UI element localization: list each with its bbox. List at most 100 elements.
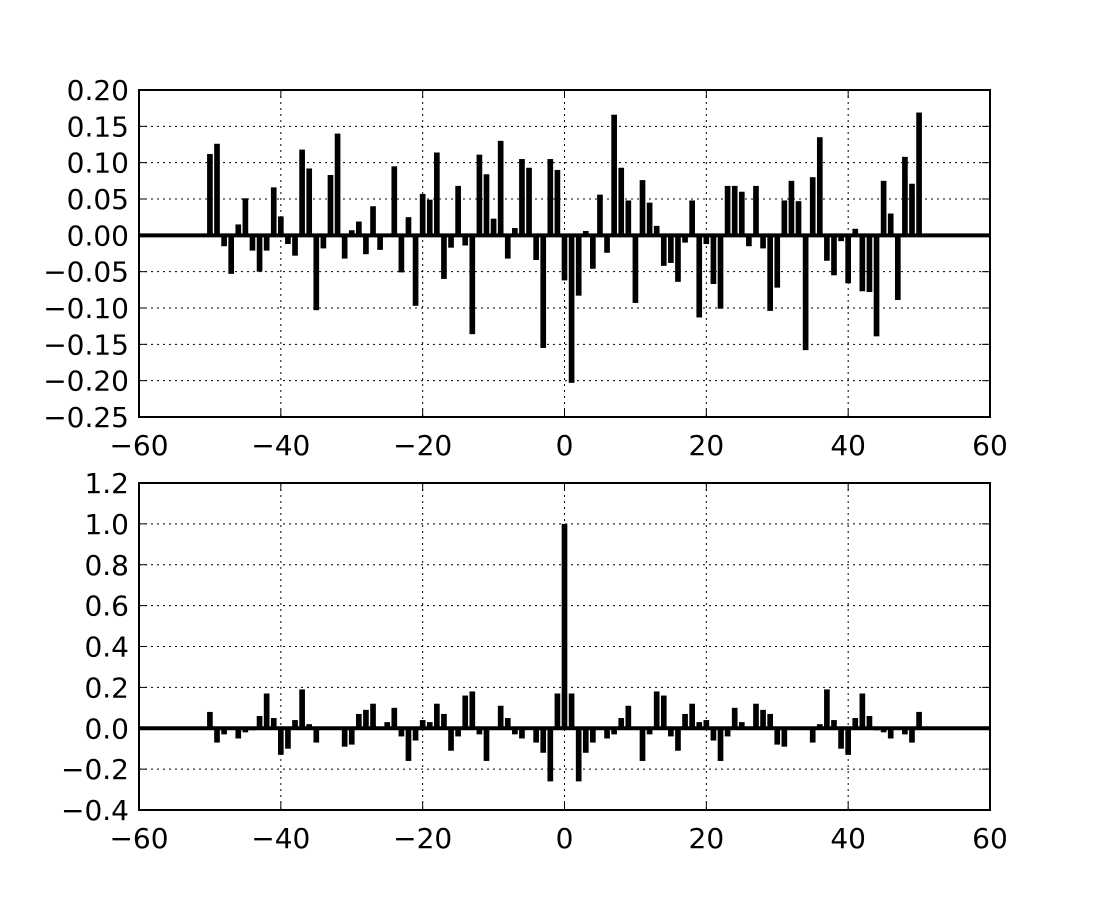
- bar: [441, 713, 447, 729]
- bar: [221, 728, 227, 735]
- x-tick-label: −20: [393, 822, 452, 855]
- bar: [731, 707, 738, 729]
- y-tick-label: −0.15: [43, 328, 129, 361]
- bar: [419, 720, 426, 729]
- bar: [341, 235, 348, 259]
- bar: [838, 728, 844, 749]
- bar: [292, 720, 298, 729]
- bar: [682, 235, 688, 243]
- y-tick-label: −0.20: [43, 365, 129, 398]
- y-tick-label: 1.2: [84, 467, 129, 500]
- bar: [519, 159, 525, 236]
- bar: [348, 728, 355, 745]
- x-tick-label: −40: [251, 429, 310, 462]
- bar: [327, 175, 334, 236]
- bar: [646, 202, 653, 236]
- bar: [568, 693, 575, 729]
- bar: [582, 728, 589, 753]
- y-tick-label: 0.20: [67, 74, 129, 107]
- bar: [590, 235, 596, 269]
- top-bar-chart: −60 −40 −20 0 20 40 60 −0.25−0.20 −0.15−0.10−0.0…: [43, 74, 1008, 462]
- bar: [235, 224, 242, 236]
- bar: [356, 713, 362, 729]
- bar: [838, 235, 844, 242]
- bar: [809, 728, 816, 743]
- bar: [292, 235, 298, 256]
- bar: [816, 724, 823, 729]
- bar: [469, 691, 476, 729]
- bar: [831, 720, 837, 729]
- bar: [639, 728, 646, 761]
- x-tick-label: −60: [109, 822, 168, 855]
- bar: [214, 728, 220, 743]
- bar: [774, 235, 781, 288]
- bar: [646, 728, 653, 735]
- bar: [299, 689, 305, 729]
- x-tick-label: 40: [830, 822, 866, 855]
- bar: [582, 230, 589, 236]
- bar: [660, 695, 667, 729]
- y-tick-label: 0.8: [84, 549, 129, 582]
- bar: [561, 235, 568, 281]
- bar: [916, 711, 922, 729]
- bar: [668, 728, 674, 737]
- bar: [306, 168, 313, 236]
- bar: [462, 235, 469, 246]
- bar: [391, 707, 398, 729]
- bar: [497, 705, 504, 729]
- y-tick-label: 0.2: [84, 671, 129, 704]
- bar: [483, 174, 490, 236]
- y-tick-label: 0.05: [67, 183, 129, 216]
- bar: [235, 728, 242, 739]
- bar: [660, 235, 667, 266]
- bar: [575, 728, 582, 782]
- bar: [533, 728, 539, 743]
- bar: [809, 177, 816, 236]
- bar: [590, 728, 596, 743]
- bar: [207, 153, 213, 236]
- bar: [540, 728, 547, 753]
- bar: [263, 693, 270, 729]
- bar: [632, 235, 639, 303]
- bar: [405, 217, 412, 236]
- y-tick-label: 0.0: [84, 712, 129, 745]
- bar: [419, 193, 426, 236]
- bar: [717, 728, 724, 761]
- bar: [675, 235, 681, 282]
- bar: [256, 235, 263, 272]
- bar: [285, 728, 291, 749]
- bar: [774, 728, 781, 745]
- bar: [504, 235, 511, 259]
- bar: [441, 235, 447, 279]
- bar: [313, 235, 320, 311]
- bar: [703, 235, 710, 245]
- x-tick-label: −20: [393, 429, 452, 462]
- bar: [398, 728, 405, 737]
- bar: [746, 235, 752, 247]
- bar: [434, 703, 440, 729]
- bar: [689, 200, 695, 236]
- bar: [852, 718, 859, 729]
- bar: [880, 180, 887, 236]
- bar: [370, 703, 376, 729]
- bar: [448, 728, 454, 751]
- bar: [391, 166, 398, 236]
- x-tick-label: −40: [251, 822, 310, 855]
- bar: [370, 206, 376, 236]
- bar: [689, 703, 695, 729]
- x-tick-label: 0: [556, 822, 574, 855]
- bar: [412, 235, 419, 306]
- bar: [696, 722, 703, 729]
- bar: [909, 183, 915, 236]
- bar: [426, 199, 433, 236]
- bar: [859, 693, 866, 729]
- bar: [448, 235, 454, 248]
- bar: [604, 728, 610, 739]
- bar: [221, 235, 227, 247]
- bar: [533, 235, 539, 261]
- bar: [625, 705, 632, 729]
- bar: [824, 235, 830, 261]
- bar: [320, 235, 327, 249]
- bar: [760, 235, 766, 249]
- y-tick-label: −0.25: [43, 401, 129, 434]
